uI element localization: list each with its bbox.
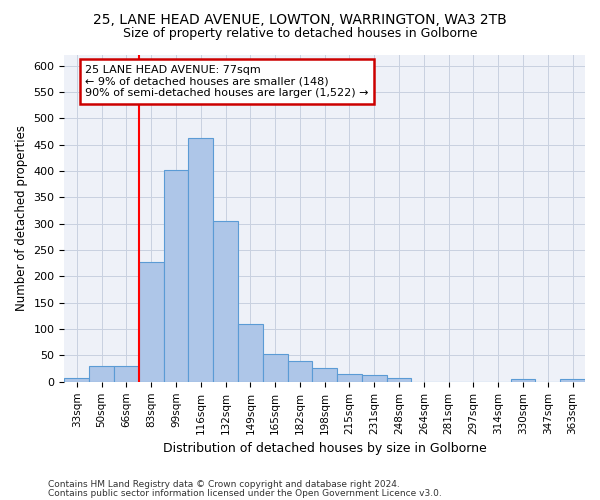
Bar bbox=[337, 374, 362, 382]
Text: 25 LANE HEAD AVENUE: 77sqm
← 9% of detached houses are smaller (148)
90% of semi: 25 LANE HEAD AVENUE: 77sqm ← 9% of detac… bbox=[85, 65, 369, 98]
Bar bbox=[313, 368, 337, 382]
Y-axis label: Number of detached properties: Number of detached properties bbox=[15, 126, 28, 312]
Text: Contains HM Land Registry data © Crown copyright and database right 2024.: Contains HM Land Registry data © Crown c… bbox=[48, 480, 400, 489]
Bar bbox=[238, 324, 263, 382]
Bar bbox=[139, 262, 164, 382]
Bar bbox=[188, 138, 213, 382]
Bar bbox=[386, 378, 412, 382]
Bar bbox=[89, 366, 114, 382]
Text: Size of property relative to detached houses in Golborne: Size of property relative to detached ho… bbox=[123, 28, 477, 40]
X-axis label: Distribution of detached houses by size in Golborne: Distribution of detached houses by size … bbox=[163, 442, 487, 455]
Text: 25, LANE HEAD AVENUE, LOWTON, WARRINGTON, WA3 2TB: 25, LANE HEAD AVENUE, LOWTON, WARRINGTON… bbox=[93, 12, 507, 26]
Bar bbox=[263, 354, 287, 382]
Bar bbox=[560, 379, 585, 382]
Bar bbox=[164, 170, 188, 382]
Bar bbox=[287, 360, 313, 382]
Bar bbox=[64, 378, 89, 382]
Bar bbox=[362, 376, 386, 382]
Bar bbox=[213, 221, 238, 382]
Text: Contains public sector information licensed under the Open Government Licence v3: Contains public sector information licen… bbox=[48, 489, 442, 498]
Bar bbox=[114, 366, 139, 382]
Bar bbox=[511, 379, 535, 382]
